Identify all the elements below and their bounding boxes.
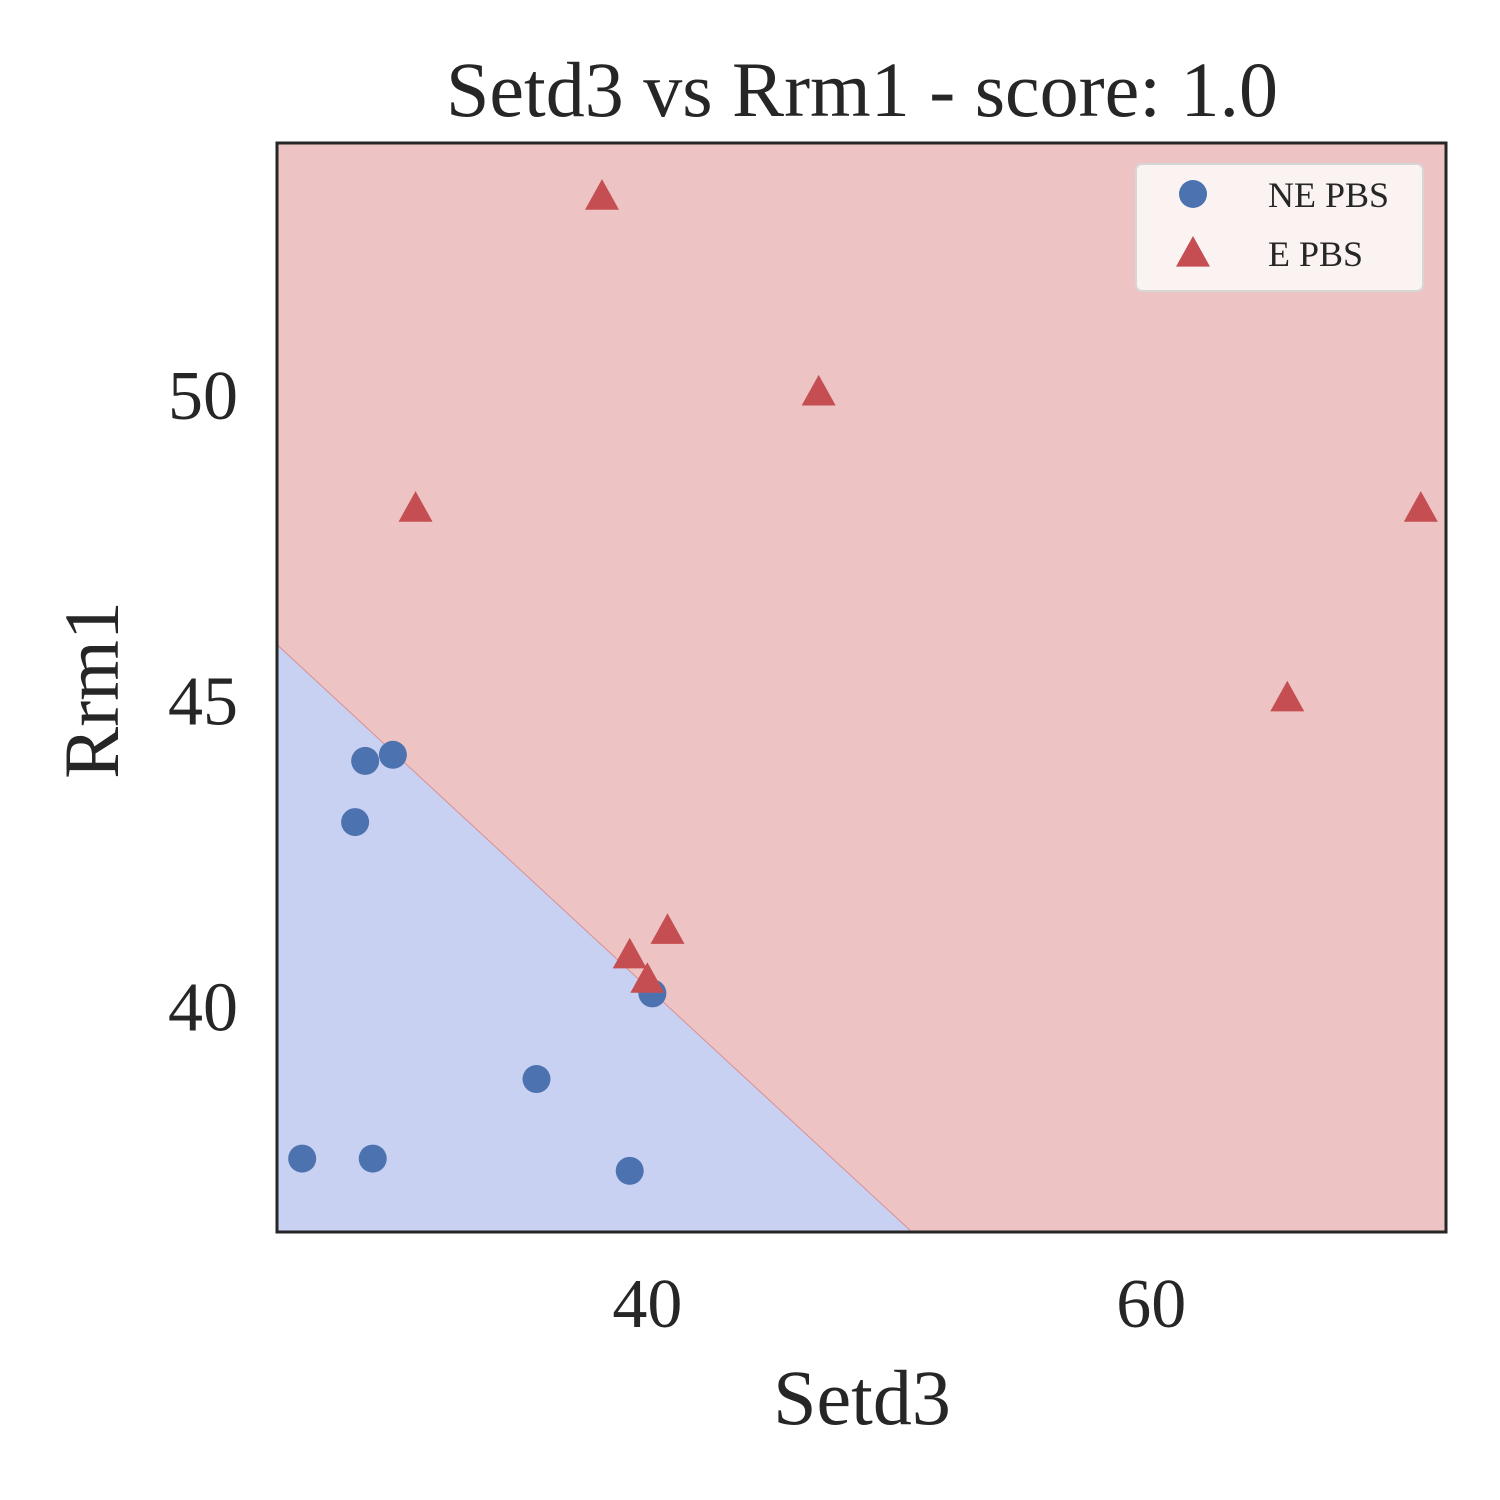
point-e-pbs bbox=[650, 913, 685, 944]
point-ne-pbs bbox=[358, 1144, 387, 1173]
data-points bbox=[288, 179, 1438, 1185]
x-tick-label: 60 bbox=[1116, 1266, 1186, 1343]
decision-regions bbox=[276, 143, 1446, 1233]
legend: NE PBS E PBS bbox=[1135, 163, 1424, 292]
x-axis-ticks: 40 60 bbox=[612, 1266, 1186, 1343]
point-e-pbs bbox=[1403, 491, 1438, 522]
point-e-pbs bbox=[585, 179, 620, 210]
legend-marker-ne-pbs bbox=[1179, 180, 1207, 208]
point-ne-pbs bbox=[351, 746, 380, 775]
y-tick-label: 45 bbox=[168, 664, 238, 741]
legend-box bbox=[1135, 163, 1424, 292]
chart-title: Setd3 vs Rrm1 - score: 1.0 bbox=[446, 46, 1278, 133]
legend-marker-e-pbs bbox=[1176, 236, 1210, 267]
point-ne-pbs bbox=[288, 1144, 317, 1173]
point-e-pbs bbox=[1270, 680, 1305, 712]
x-tick-label: 40 bbox=[612, 1266, 682, 1343]
point-ne-pbs bbox=[378, 740, 407, 769]
y-tick-label: 50 bbox=[168, 358, 238, 435]
point-e-pbs bbox=[801, 374, 836, 406]
point-e-pbs bbox=[612, 937, 647, 969]
point-e-pbs bbox=[398, 491, 433, 522]
plot-frame bbox=[275, 141, 1448, 1234]
decision-boundary bbox=[276, 644, 913, 1233]
legend-label-e-pbs: E PBS bbox=[1268, 234, 1363, 274]
legend-label-ne-pbs: NE PBS bbox=[1268, 175, 1389, 215]
y-tick-label: 40 bbox=[168, 970, 238, 1047]
point-ne-pbs bbox=[615, 1156, 644, 1185]
point-ne-pbs bbox=[522, 1065, 551, 1094]
point-e-pbs bbox=[630, 962, 665, 993]
x-axis-label: Setd3 bbox=[773, 1354, 951, 1441]
y-axis-ticks: 40 45 50 bbox=[168, 358, 238, 1047]
y-axis-label: Rrm1 bbox=[48, 601, 135, 779]
point-ne-pbs bbox=[341, 808, 370, 837]
